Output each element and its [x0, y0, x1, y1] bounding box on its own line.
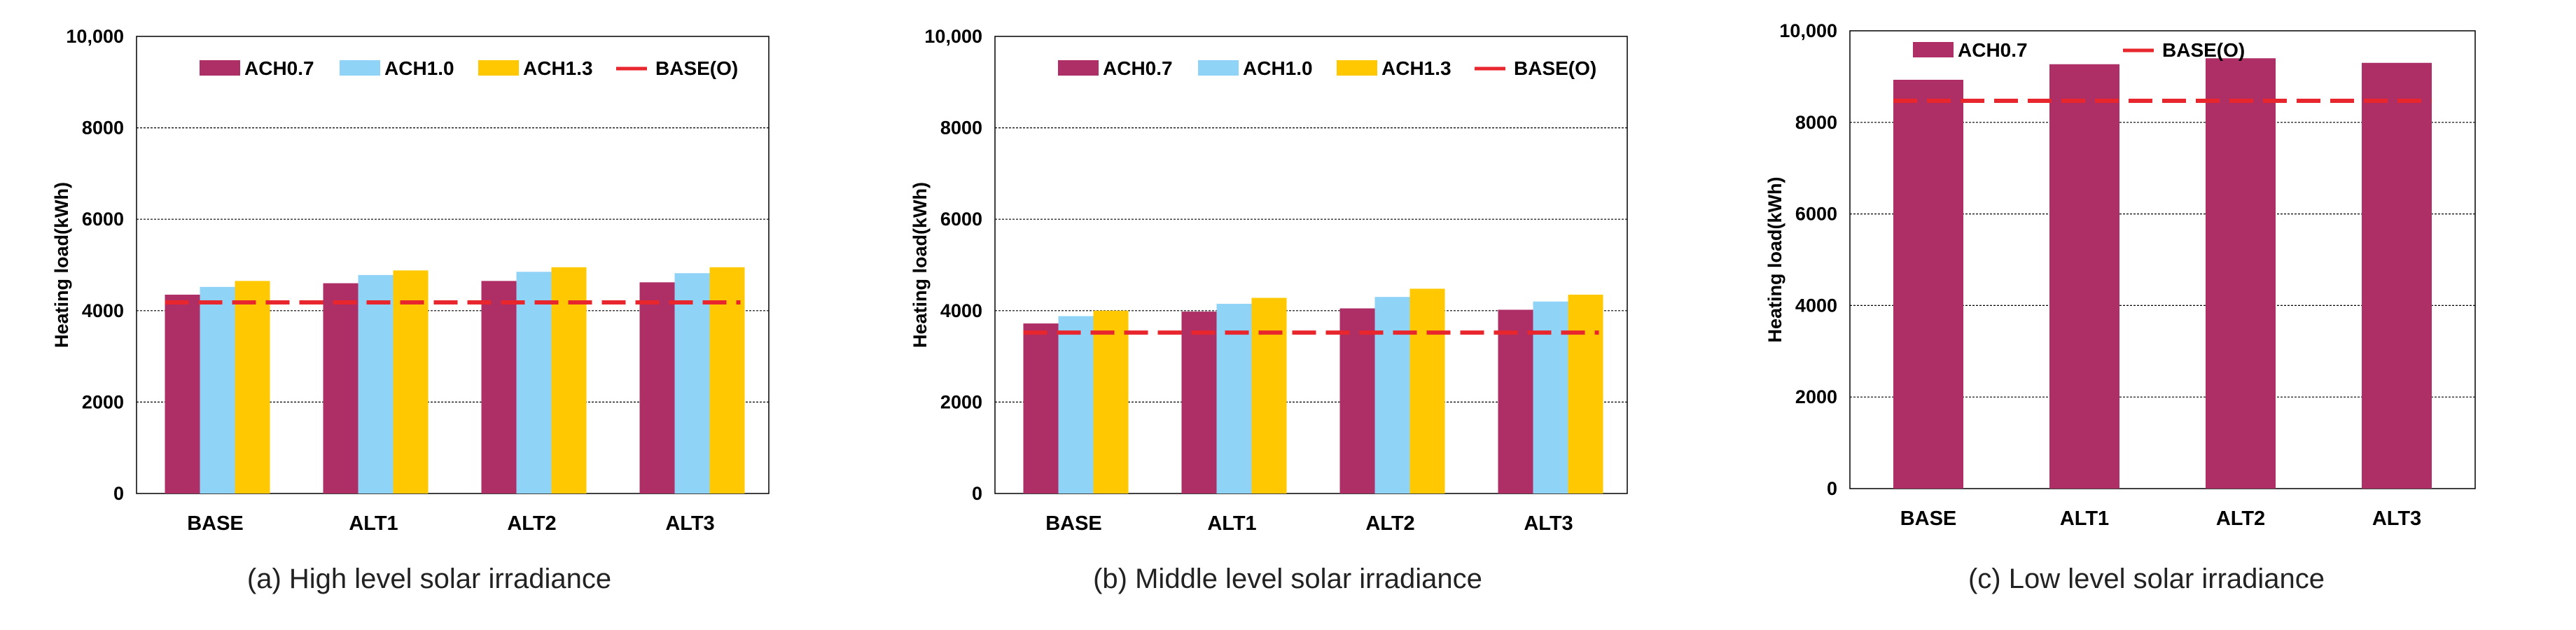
legend-label-ach0-7: ACH0.7 [244, 57, 314, 79]
legend-swatch-ach0-7 [1913, 42, 1954, 57]
bar-ach1-3-alt1 [393, 270, 429, 493]
y-tick-label: 2000 [1795, 386, 1837, 407]
y-tick-label: 6000 [1795, 204, 1837, 225]
legend-swatch-ach1-0 [340, 60, 380, 76]
y-tick-label: 10,000 [1779, 20, 1837, 41]
legend-label-ach1-0: ACH1.0 [1243, 57, 1313, 79]
x-tick-label: BASE [1045, 512, 1102, 535]
y-axis-label: Heating load(kWh) [1764, 177, 1785, 343]
chart-c: 0 2000 4000 6000 8000 10,000 Heating load(kWh)… [1764, 20, 2476, 530]
x-tick-label: ALT2 [1365, 512, 1414, 535]
bar-ach1-3-base [235, 281, 270, 493]
y-tick-label: 6000 [82, 209, 124, 230]
legend-label-ach1-3: ACH1.3 [1381, 57, 1451, 79]
bar-ach1-3-alt3 [709, 267, 745, 493]
legend-label-base-o: BASE(O) [1514, 57, 1596, 79]
x-tick-label: ALT3 [665, 512, 714, 535]
legend-label-base-o: BASE(O) [2162, 39, 2245, 61]
bar-ach0-7-alt3 [2362, 62, 2432, 489]
chart-panel-c: 0 2000 4000 6000 8000 10,000 Heating load(kWh)… [1717, 0, 2576, 630]
bar-ach1-0-alt1 [1216, 304, 1252, 493]
x-tick-label: ALT1 [2060, 507, 2109, 530]
x-tick-label: ALT3 [2372, 507, 2421, 530]
bar-ach1-0-alt1 [358, 274, 394, 493]
bar-ach0-7-base [165, 294, 200, 493]
bar-ach0-7-alt2 [2206, 58, 2276, 489]
bar-ach1-0-alt2 [1374, 297, 1410, 493]
chart-panel-b: 0 2000 4000 6000 8000 10,000 Heating load(kWh)… [858, 0, 1717, 630]
y-tick-label: 8000 [82, 118, 124, 139]
bar-ach1-0-alt3 [1533, 301, 1568, 493]
legend-label-ach1-3: ACH1.3 [523, 57, 593, 79]
y-tick-label: 4000 [1795, 295, 1837, 316]
bar-ach1-3-base [1093, 310, 1129, 493]
bar-ach1-0-alt3 [674, 273, 710, 493]
legend-label-ach1-0: ACH1.0 [384, 57, 454, 79]
x-tick-label: ALT2 [507, 512, 556, 535]
bar-ach0-7-alt1 [323, 283, 358, 493]
chart-panel-a: 0 2000 4000 6000 8000 10,000 Heating load(kWh)… [0, 0, 858, 630]
legend-swatch-ach1-3 [478, 60, 519, 76]
bar-ach0-7-alt3 [639, 282, 675, 493]
plot-frame [994, 36, 1628, 494]
bar-ach1-0-base [1058, 316, 1094, 493]
bar-ach1-3-alt3 [1568, 294, 1603, 493]
chart-caption-a: (a) High level solar irradiance [246, 564, 612, 594]
x-tick-label: BASE [1900, 507, 1957, 530]
y-tick-label: 6000 [940, 209, 982, 230]
plot-frame [1849, 30, 2476, 489]
chart-caption-c: (c) Low level solar irradiance [1968, 564, 2325, 594]
y-tick-label: 2000 [82, 391, 124, 412]
y-tick-label: 10,000 [66, 26, 124, 47]
chart-caption-b: (b) Middle level solar irradiance [1093, 564, 1482, 594]
legend-swatch-ach0-7 [1058, 60, 1099, 76]
chart-b: 0 2000 4000 6000 8000 10,000 Heating load(kWh)… [910, 26, 1628, 535]
y-tick-label: 2000 [940, 391, 982, 412]
y-axis-label: Heating load(kWh) [910, 182, 931, 348]
chart-a: 0 2000 4000 6000 8000 10,000 Heating load(kWh)… [51, 26, 770, 535]
y-tick-label: 4000 [940, 300, 982, 321]
legend-label-base-o: BASE(O) [655, 57, 738, 79]
x-tick-label: ALT1 [349, 512, 398, 535]
legend-swatch-ach1-3 [1337, 60, 1377, 76]
y-tick-label: 10,000 [924, 26, 982, 47]
bar-ach0-7-alt1 [2049, 64, 2119, 489]
y-tick-label: 0 [1827, 478, 1837, 499]
legend-swatch-ach0-7 [200, 60, 240, 76]
y-tick-label: 8000 [1795, 112, 1837, 133]
bar-ach0-7-alt2 [1339, 308, 1375, 493]
bar-ach1-0-alt2 [516, 272, 552, 493]
bar-ach0-7-base [1023, 323, 1059, 493]
plot-frame [136, 36, 770, 494]
y-tick-label: 0 [113, 483, 124, 504]
bar-ach1-3-alt2 [551, 267, 587, 493]
legend-swatch-ach1-0 [1198, 60, 1239, 76]
legend-label-ach0-7: ACH0.7 [1958, 39, 2028, 61]
x-tick-label: BASE [187, 512, 244, 535]
x-tick-label: ALT1 [1207, 512, 1256, 535]
y-tick-label: 0 [972, 483, 982, 504]
bar-ach0-7-base [1893, 79, 1963, 489]
bar-ach1-3-alt1 [1251, 298, 1287, 493]
legend-label-ach0-7: ACH0.7 [1103, 57, 1173, 79]
bar-ach1-0-base [200, 286, 235, 493]
bar-ach0-7-alt1 [1181, 312, 1217, 493]
x-tick-label: ALT3 [1524, 512, 1573, 535]
x-tick-label: ALT2 [2216, 507, 2265, 530]
y-tick-label: 4000 [82, 300, 124, 321]
bar-ach0-7-alt2 [481, 281, 517, 493]
bar-ach0-7-alt3 [1498, 309, 1533, 493]
y-tick-label: 8000 [940, 118, 982, 139]
y-axis-label: Heating load(kWh) [51, 182, 72, 348]
bar-ach1-3-alt2 [1409, 288, 1445, 493]
